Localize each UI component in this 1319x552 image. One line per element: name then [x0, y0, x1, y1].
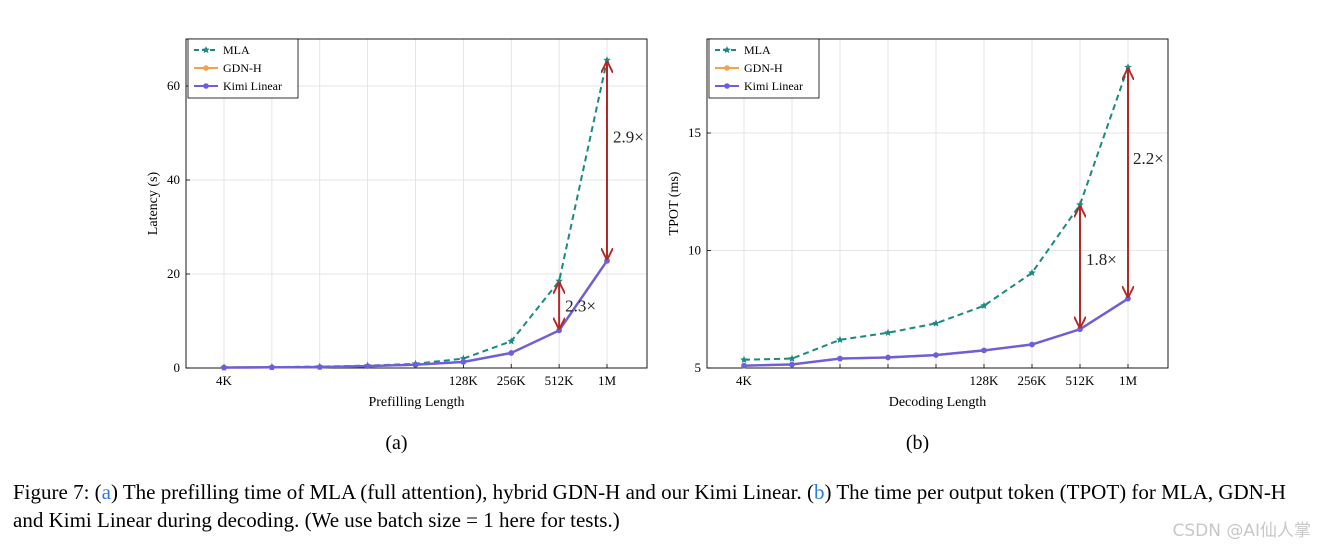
data-point-mla [788, 354, 796, 362]
x-tick-label: 128K [449, 373, 479, 388]
panel-label: (b) [906, 432, 929, 454]
speedup-label: 2.2× [1133, 149, 1164, 168]
y-tick-label: 40 [167, 172, 180, 187]
caption-part2: ) The time per output token (TPOT) for M… [13, 480, 1286, 532]
x-tick-label: 256K [1018, 373, 1048, 388]
legend: MLA GDN-H Kimi Linear [708, 38, 820, 99]
x-tick-label: 1M [1119, 373, 1138, 388]
data-point-kimi-linear [556, 327, 562, 334]
data-point-kimi-linear [269, 364, 275, 371]
panel-label: (a) [385, 432, 407, 454]
y-tick-label: 0 [174, 360, 181, 375]
data-point-kimi-linear [837, 355, 843, 362]
x-tick-label: 4K [216, 373, 233, 388]
data-point-mla [740, 355, 748, 364]
y-tick-label: 10 [688, 243, 701, 258]
legend-marker [203, 83, 209, 89]
data-point-kimi-linear [789, 361, 795, 368]
data-point-mla [836, 335, 844, 344]
x-axis-label: Decoding Length [889, 395, 987, 410]
legend-label: GDN-H [223, 61, 262, 75]
data-point-mla [1028, 268, 1036, 277]
y-axis-label: TPOT (ms) [667, 171, 682, 235]
legend-marker [724, 65, 730, 71]
data-point-kimi-linear [412, 361, 419, 368]
data-point-mla [884, 328, 892, 336]
x-axis-label: Prefilling Length [368, 395, 464, 410]
caption-part1: ) The prefilling time of MLA (full atten… [110, 480, 814, 504]
figure-svg: 0 20 40 60 4K 128K 256K 512K 1M Prefilling Length… [146, 38, 1169, 454]
data-point-kimi-linear [1125, 295, 1131, 302]
y-axis-label: Latency (s) [146, 171, 161, 235]
data-point-mla [507, 337, 516, 345]
data-point-kimi-linear [741, 362, 747, 369]
data-point-kimi-linear [933, 352, 939, 358]
watermark: CSDN @AI仙人掌 [1172, 521, 1311, 541]
x-tick-label: 256K [497, 373, 527, 388]
caption-lead: Figure 7: ( [13, 480, 102, 504]
data-point-mla [980, 301, 988, 309]
data-point-kimi-linear [885, 354, 891, 361]
legend-marker [203, 65, 209, 71]
legend-label: MLA [744, 43, 771, 57]
y-tick-label: 60 [167, 78, 180, 93]
legend-label: MLA [223, 43, 250, 57]
data-point-mla [932, 319, 940, 327]
legend-label: Kimi Linear [223, 79, 282, 93]
y-tick-label: 15 [688, 125, 701, 140]
y-tick-label: 20 [167, 266, 180, 281]
legend-marker [724, 83, 730, 89]
data-point-kimi-linear [460, 359, 467, 365]
data-point-kimi-linear [1077, 326, 1083, 333]
x-tick-label: 1M [598, 373, 617, 388]
x-tick-label: 128K [970, 373, 1000, 388]
speedup-label: 2.9× [613, 127, 644, 146]
x-tick-label: 512K [1066, 373, 1096, 388]
legend-label: Kimi Linear [744, 79, 803, 93]
x-tick-label: 512K [545, 373, 575, 388]
series-line-mla [743, 66, 1129, 361]
plot-frame [185, 38, 648, 369]
data-point-kimi-linear [1029, 341, 1035, 348]
data-point-kimi-linear [604, 258, 610, 264]
figure-caption: Figure 7: (a) The prefilling time of MLA… [13, 478, 1313, 534]
data-point-kimi-linear [981, 347, 987, 354]
caption-ref-b[interactable]: b [813, 480, 825, 504]
y-tick-label: 5 [695, 360, 702, 375]
legend: MLA GDN-H Kimi Linear [187, 38, 299, 99]
plot-frame [706, 38, 1169, 369]
caption-ref-a[interactable]: a [101, 480, 111, 504]
speedup-label: 2.3× [565, 297, 596, 316]
panel-a-prefilling-latency: 0 20 40 60 4K 128K 256K 512K 1M Prefilling Length… [146, 38, 648, 454]
legend-marker [723, 46, 731, 54]
data-point-kimi-linear [316, 364, 323, 370]
data-point-kimi-linear [221, 364, 227, 371]
speedup-label: 1.8× [1086, 250, 1117, 269]
data-point-kimi-linear [508, 350, 515, 356]
data-point-kimi-linear [364, 363, 371, 369]
x-tick-label: 4K [736, 373, 753, 388]
legend-marker [202, 46, 210, 54]
legend-label: GDN-H [744, 61, 783, 75]
panel-b-decoding-tpot: 5 10 15 4K 128K 256K 512K 1M Decoding Length TPOT… [667, 38, 1169, 454]
